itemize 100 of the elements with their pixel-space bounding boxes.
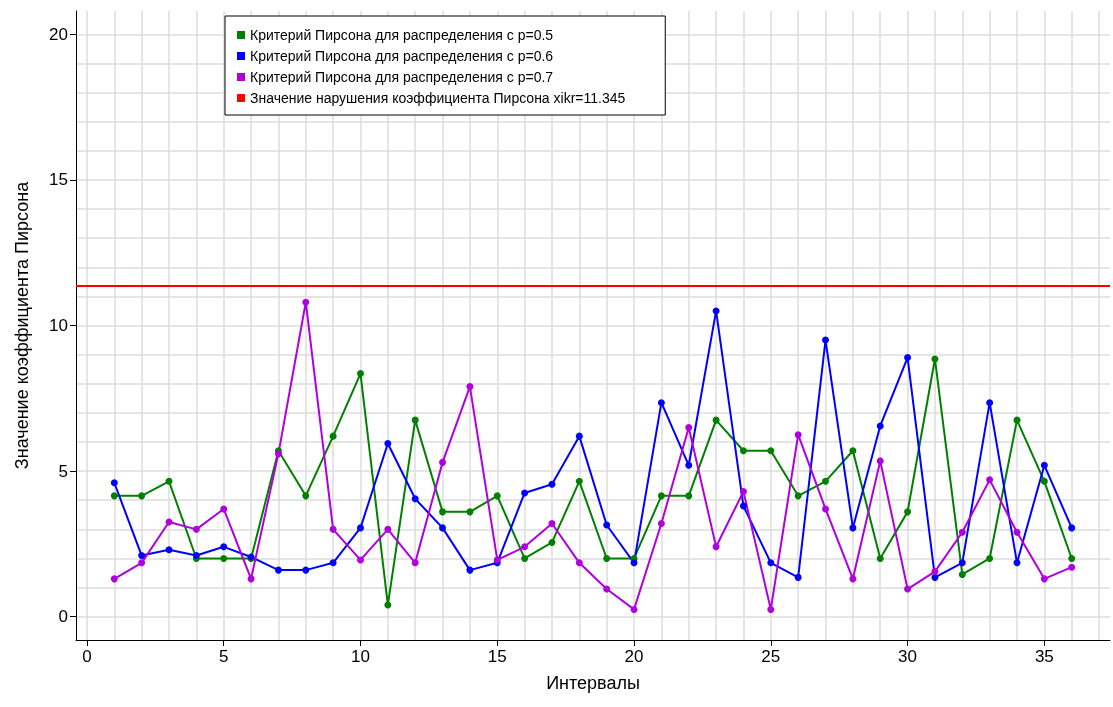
x-tick-label: 25 <box>761 647 781 666</box>
y-tick-label: 10 <box>49 316 68 335</box>
point <box>712 416 720 424</box>
legend-label: Критерий Пирсона для распределения с p=0.5 <box>250 27 554 43</box>
point <box>685 423 693 431</box>
point <box>986 476 994 484</box>
point <box>411 416 419 424</box>
point <box>1013 559 1021 567</box>
point <box>1068 554 1076 562</box>
x-tick-label: 35 <box>1034 647 1054 666</box>
point <box>767 447 775 455</box>
point <box>384 439 392 447</box>
point <box>302 492 310 500</box>
point <box>575 559 583 567</box>
point <box>356 370 364 378</box>
x-tick-label: 30 <box>898 647 918 666</box>
point <box>986 554 994 562</box>
point <box>192 525 200 533</box>
point <box>439 508 447 516</box>
point <box>794 431 802 439</box>
point <box>548 480 556 488</box>
point <box>603 521 611 529</box>
point <box>822 505 830 513</box>
point <box>958 528 966 536</box>
point <box>822 336 830 344</box>
point <box>466 383 474 391</box>
point <box>329 525 337 533</box>
legend-label: Критерий Пирсона для распределения с p=0.6 <box>250 48 554 64</box>
point <box>685 461 693 469</box>
point <box>794 573 802 581</box>
point <box>274 566 282 574</box>
point <box>794 492 802 500</box>
y-tick-label: 15 <box>49 170 68 190</box>
point <box>904 508 912 516</box>
point <box>411 495 419 503</box>
point <box>958 559 966 567</box>
x-axis-title: Интервалы <box>546 673 640 693</box>
point <box>630 559 638 567</box>
point <box>220 554 228 562</box>
point <box>466 508 474 516</box>
point <box>165 477 173 485</box>
point <box>466 566 474 574</box>
point <box>356 524 364 532</box>
point <box>165 546 173 554</box>
y-tick-label: 5 <box>58 461 68 481</box>
point <box>356 556 364 564</box>
point <box>685 492 693 500</box>
point <box>876 554 884 562</box>
point <box>493 492 501 500</box>
point <box>138 559 146 567</box>
point <box>849 524 857 532</box>
point <box>110 479 118 487</box>
point <box>986 399 994 407</box>
point <box>302 298 310 306</box>
point <box>220 505 228 513</box>
point <box>138 552 146 560</box>
point <box>521 489 529 497</box>
point <box>904 354 912 362</box>
y-tick-label: 0 <box>58 607 68 627</box>
point <box>220 543 228 551</box>
point <box>876 422 884 430</box>
point <box>603 554 611 562</box>
x-tick-label: 10 <box>351 647 370 666</box>
point <box>439 524 447 532</box>
point <box>1068 524 1076 532</box>
point <box>110 492 118 500</box>
legend-label: Значение нарушения коэффициента Пирсона xikr=11.345 <box>250 90 626 106</box>
point <box>739 487 747 495</box>
point <box>384 601 392 609</box>
point <box>876 457 884 465</box>
point <box>1040 575 1048 583</box>
point <box>329 559 337 567</box>
point <box>739 447 747 455</box>
point <box>849 575 857 583</box>
point <box>767 559 775 567</box>
point <box>603 585 611 593</box>
point <box>822 477 830 485</box>
point <box>1040 461 1048 469</box>
x-tick-label: 15 <box>487 647 507 666</box>
point <box>630 605 638 613</box>
point <box>739 502 747 510</box>
x-tick-label: 5 <box>218 647 229 666</box>
point <box>439 458 447 466</box>
legend-label: Критерий Пирсона для распределения с p=0.7 <box>250 69 554 85</box>
point <box>548 520 556 528</box>
point <box>575 477 583 485</box>
point <box>548 538 556 546</box>
point <box>1013 528 1021 536</box>
y-axis-title: Значение коэффициента Пирсона <box>12 180 32 470</box>
point <box>904 585 912 593</box>
point <box>575 432 583 440</box>
point <box>138 492 146 500</box>
x-tick-label: 0 <box>82 647 92 666</box>
point <box>110 575 118 583</box>
point <box>1068 563 1076 571</box>
point <box>521 543 529 551</box>
point <box>657 492 665 500</box>
point <box>302 566 310 574</box>
point <box>247 575 255 583</box>
point <box>411 559 419 567</box>
